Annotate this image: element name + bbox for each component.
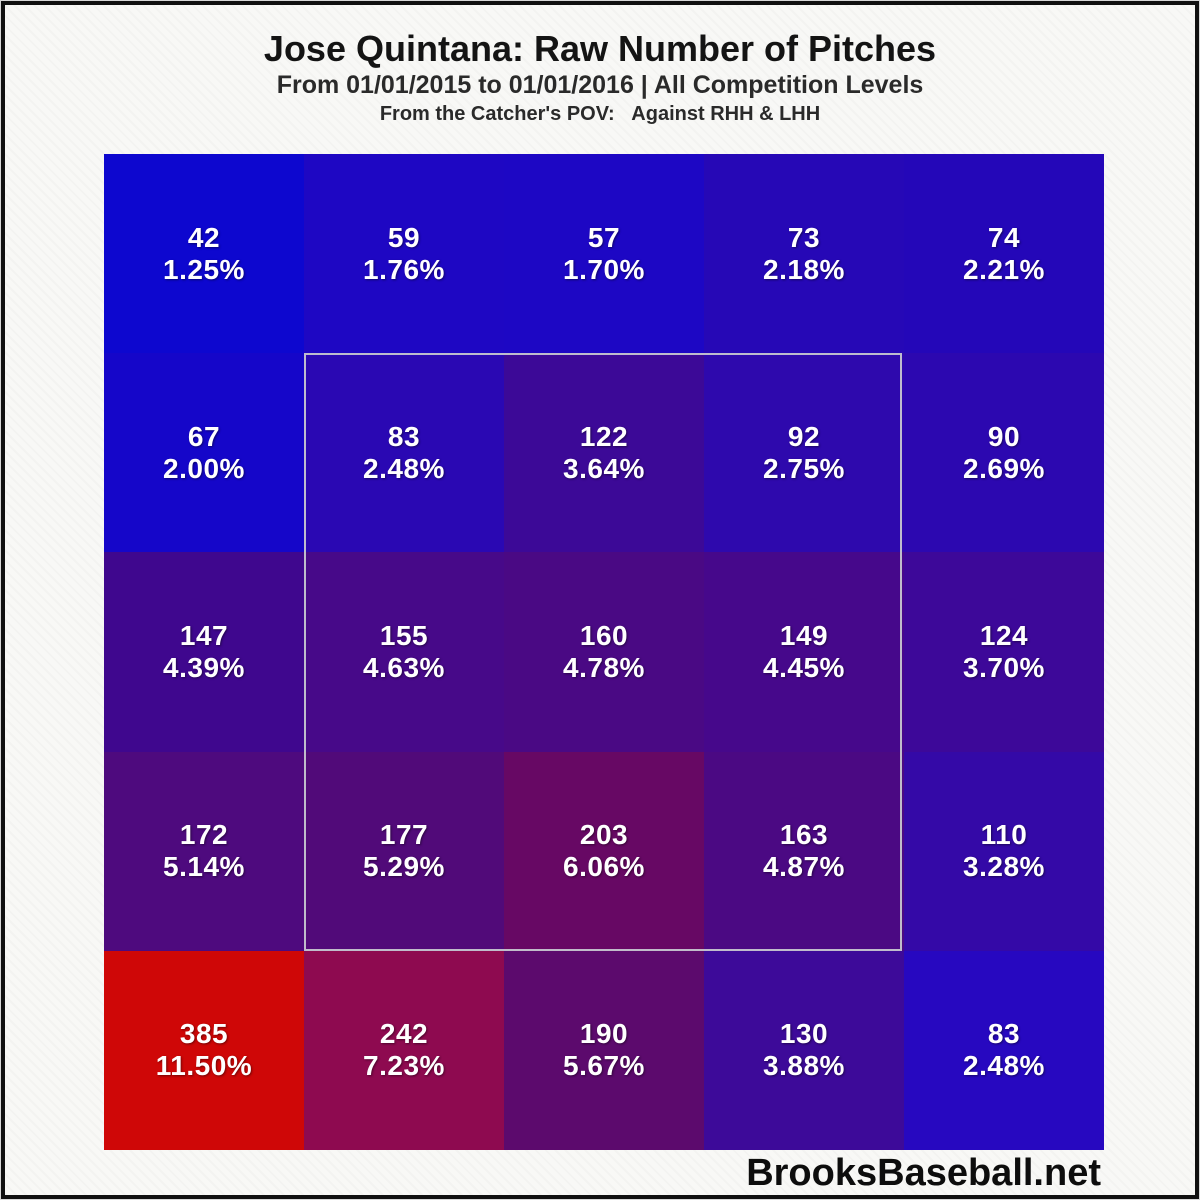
- cell-count: 57: [587, 221, 621, 253]
- heatmap-cell-r4c1: 172 5.14%: [104, 751, 304, 951]
- cell-percentage: 6.06%: [563, 851, 645, 883]
- cell-percentage: 3.28%: [963, 851, 1045, 883]
- cell-count: 83: [387, 420, 421, 452]
- heatmap-cell-r2c4: 92 2.75%: [704, 353, 904, 553]
- cell-count: 110: [980, 819, 1028, 851]
- cell-count: 90: [987, 420, 1021, 452]
- cell-count: 155: [379, 619, 429, 651]
- heatmap-cell-r1c5: 74 2.21%: [904, 154, 1104, 354]
- cell-percentage: 11.50%: [155, 1050, 253, 1082]
- cell-count: 83: [987, 1018, 1021, 1050]
- heatmap-cell-r5c1: 385 11.50%: [104, 950, 304, 1150]
- cell-percentage: 2.00%: [163, 452, 245, 484]
- cell-percentage: 2.48%: [363, 452, 445, 484]
- cell-count: 67: [187, 420, 221, 452]
- cell-count: 172: [179, 819, 229, 851]
- cell-count: 130: [779, 1018, 829, 1050]
- cell-count: 160: [579, 619, 629, 651]
- heatmap-cell-r5c4: 130 3.88%: [704, 950, 904, 1150]
- cell-count: 147: [179, 619, 229, 651]
- cell-percentage: 5.67%: [563, 1050, 645, 1082]
- heatmap-cell-r3c2: 155 4.63%: [304, 552, 504, 752]
- chart-pov-line: From the Catcher's POV: Against RHH & LH…: [379, 103, 821, 125]
- heatmap-cell-r2c1: 67 2.00%: [104, 353, 304, 553]
- heatmap-cell-r3c4: 149 4.45%: [704, 552, 904, 752]
- heatmap-grid: 42 1.25% 59 1.76% 57 1.70% 73 2.18% 74 2.21% 67 2.0…: [104, 154, 1104, 1150]
- cell-percentage: 5.29%: [363, 851, 445, 883]
- cell-count: 92: [787, 420, 821, 452]
- cell-percentage: 1.70%: [563, 253, 645, 285]
- cell-percentage: 4.87%: [763, 851, 845, 883]
- cell-percentage: 3.70%: [963, 651, 1045, 683]
- cell-count: 74: [987, 221, 1021, 253]
- cell-percentage: 4.45%: [763, 651, 845, 683]
- heatmap-cell-r2c5: 90 2.69%: [904, 353, 1104, 553]
- cell-count: 203: [579, 819, 629, 851]
- heatmap-cell-r2c3: 122 3.64%: [504, 353, 704, 553]
- chart-header: Jose Quintana: Raw Number of Pitches Fro…: [5, 5, 1195, 128]
- cell-percentage: 4.63%: [363, 651, 445, 683]
- cell-percentage: 2.48%: [963, 1050, 1045, 1082]
- cell-count: 124: [979, 619, 1029, 651]
- cell-percentage: 3.64%: [563, 452, 645, 484]
- cell-percentage: 7.23%: [363, 1050, 445, 1082]
- heatmap-cell-r4c4: 163 4.87%: [704, 751, 904, 951]
- heatmap-cell-r3c1: 147 4.39%: [104, 552, 304, 752]
- heatmap-cell-r4c5: 110 3.28%: [904, 751, 1104, 951]
- heatmap-cell-r5c5: 83 2.48%: [904, 950, 1104, 1150]
- cell-percentage: 5.14%: [163, 851, 245, 883]
- cell-percentage: 2.18%: [763, 253, 845, 285]
- cell-percentage: 4.39%: [163, 651, 245, 683]
- cell-percentage: 4.78%: [563, 651, 645, 683]
- heatmap-cell-r2c2: 83 2.48%: [304, 353, 504, 553]
- heatmap-cell-r4c2: 177 5.29%: [304, 751, 504, 951]
- chart-title: Jose Quintana: Raw Number of Pitches: [263, 28, 937, 69]
- cell-percentage: 1.76%: [363, 253, 445, 285]
- cell-count: 122: [579, 420, 629, 452]
- cell-percentage: 2.21%: [963, 253, 1045, 285]
- cell-count: 59: [387, 221, 421, 253]
- heatmap-cell-r1c2: 59 1.76%: [304, 154, 504, 354]
- heatmap-cell-r5c3: 190 5.67%: [504, 950, 704, 1150]
- cell-count: 177: [379, 819, 429, 851]
- heatmap-cell-r1c1: 42 1.25%: [104, 154, 304, 354]
- cell-count: 163: [779, 819, 829, 851]
- cell-count: 149: [779, 619, 829, 651]
- heatmap-cell-r1c3: 57 1.70%: [504, 154, 704, 354]
- heatmap-cell-r5c2: 242 7.23%: [304, 950, 504, 1150]
- chart-subtitle: From 01/01/2015 to 01/01/2016 | All Comp…: [276, 71, 924, 99]
- cell-percentage: 2.69%: [963, 452, 1045, 484]
- heatmap-cell-r1c4: 73 2.18%: [704, 154, 904, 354]
- heatmap-cell-r4c3: 203 6.06%: [504, 751, 704, 951]
- cell-count: 385: [179, 1018, 229, 1050]
- cell-percentage: 2.75%: [763, 452, 845, 484]
- cell-count: 73: [787, 221, 821, 253]
- cell-percentage: 1.25%: [163, 253, 245, 285]
- brand-watermark: BrooksBaseball.net: [746, 1152, 1101, 1194]
- heatmap-cell-r3c3: 160 4.78%: [504, 552, 704, 752]
- cell-percentage: 3.88%: [763, 1050, 845, 1082]
- cell-count: 190: [579, 1018, 629, 1050]
- heatmap-cell-r3c5: 124 3.70%: [904, 552, 1104, 752]
- cell-count: 242: [379, 1018, 429, 1050]
- cell-count: 42: [187, 221, 221, 253]
